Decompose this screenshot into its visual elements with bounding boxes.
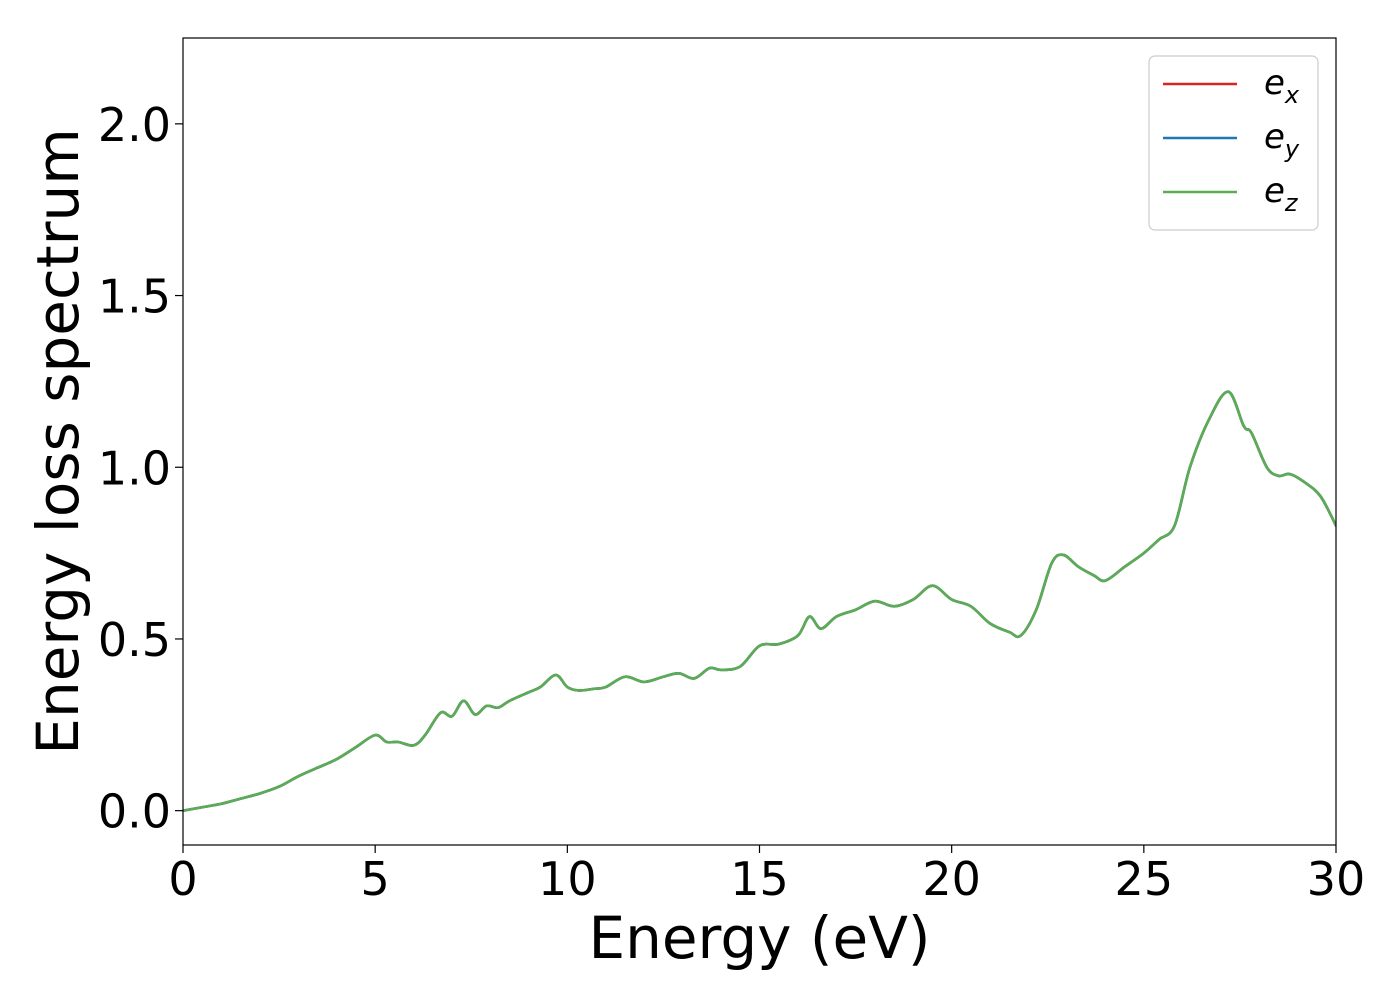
series-line-e-z xyxy=(183,390,1336,812)
series-layer xyxy=(183,390,1336,812)
x-tick-label: 20 xyxy=(922,852,981,906)
y-tick-label: 2.0 xyxy=(98,98,171,152)
y-axis-title: Energy loss spectrum xyxy=(24,128,92,754)
x-axis-title: Energy (eV) xyxy=(588,904,930,972)
x-tick-label: 10 xyxy=(538,852,597,906)
legend-label-z: ez xyxy=(1264,171,1299,217)
y-tick-label: 0.5 xyxy=(98,613,171,667)
x-tick-label: 30 xyxy=(1307,852,1366,906)
legend: ex ey ez xyxy=(1148,55,1319,231)
x-tick-label: 0 xyxy=(168,852,197,906)
legend-label-y: ey xyxy=(1264,117,1300,163)
x-tick-label: 5 xyxy=(361,852,390,906)
x-tick-label: 15 xyxy=(730,852,789,906)
y-tick-label: 0.0 xyxy=(98,785,171,839)
legend-label-x: ex xyxy=(1264,63,1300,109)
y-tick-label: 1.5 xyxy=(98,270,171,324)
legend-frame xyxy=(1148,55,1319,231)
x-tick-label: 25 xyxy=(1115,852,1174,906)
y-tick-label: 1.0 xyxy=(98,441,171,495)
ticks-layer: 0 5 10 15 20 25 30 0.0 0.5 1.0 1.5 2.0 xyxy=(98,98,1365,906)
